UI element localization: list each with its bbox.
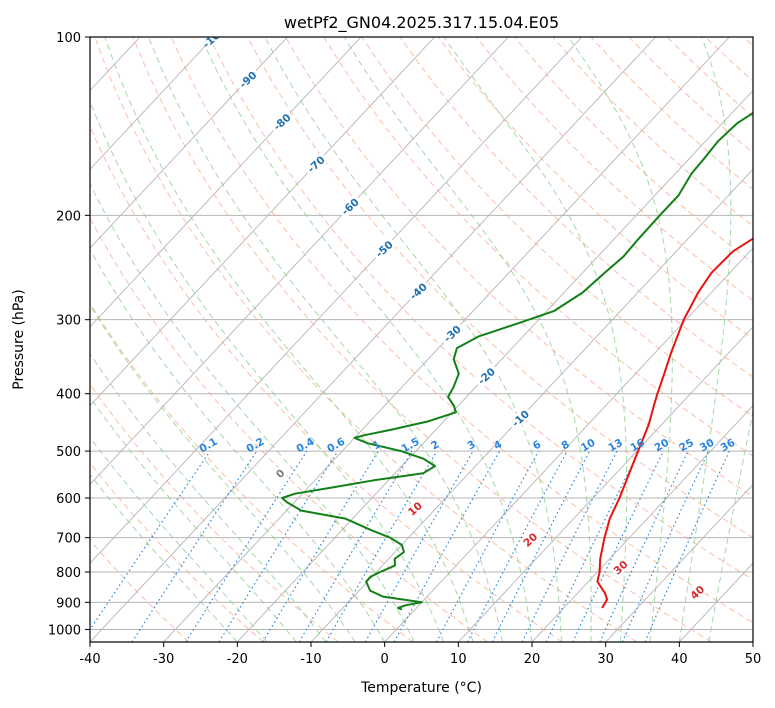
x-axis-label: Temperature (°C) <box>360 680 482 696</box>
dry-adiabat-line <box>476 37 753 302</box>
x-tick-label: 20 <box>524 652 541 667</box>
plot-frame <box>89 36 754 643</box>
mixing-ratio-line <box>262 450 379 642</box>
y-tick-label: 100 <box>56 31 81 46</box>
dry-adiabat-line <box>90 462 264 642</box>
y-tick-label: 200 <box>56 209 81 224</box>
dry-adiabat-lines <box>90 37 753 642</box>
y-tick-label: 500 <box>56 445 81 460</box>
dry-adiabat-line <box>90 125 563 642</box>
y-tick-label: 900 <box>56 596 81 611</box>
y-tick-label: 400 <box>56 388 81 403</box>
y-axis-label: Pressure (hPa) <box>11 289 27 389</box>
moist-adiabat-line <box>264 37 562 642</box>
moist-adiabat-line <box>200 37 533 642</box>
isotherm-line <box>531 404 753 642</box>
moist-adiabat-line <box>90 248 386 642</box>
isotherm-line <box>237 89 753 642</box>
x-tick-label: 40 <box>671 652 688 667</box>
isotherm-line <box>90 37 583 564</box>
temperature-profile-line <box>596 237 753 609</box>
dry-adiabat-line <box>132 37 712 642</box>
mixing-ratio-line <box>218 450 339 642</box>
x-tick-label: 10 <box>450 652 467 667</box>
x-tick-label: -30 <box>153 652 174 667</box>
y-axis-ticks: 100 200 300 400 500 600 700 800 900 1000 <box>48 31 90 638</box>
x-tick-label: 30 <box>597 652 614 667</box>
y-tick-label: 700 <box>56 532 81 547</box>
mixing-ratio-line <box>435 450 540 642</box>
isotherm-line <box>90 37 509 486</box>
moist-adiabat-line <box>104 37 474 642</box>
moist-adiabat-label: 0 <box>269 462 291 484</box>
isotherm-line <box>90 37 362 328</box>
isotherm-line <box>90 37 215 170</box>
isotherm-line <box>458 326 753 642</box>
dewpoint-profile-line <box>281 111 753 611</box>
chart-title: wetPf2_GN04.2025.317.15.04.E05 <box>284 13 559 33</box>
mixing-ratio-line <box>90 450 211 631</box>
moist-adiabat-line <box>708 408 753 642</box>
plot-area: -100-90-80-70-60-50-40-30-20-10 0.1 0.2 0.… <box>90 37 753 642</box>
y-tick-label: 800 <box>56 566 81 581</box>
mixing-ratio-line <box>131 450 258 642</box>
mixing-ratio-line <box>298 450 413 642</box>
moist-adiabat-line <box>90 182 415 642</box>
moist-adiabat-line <box>90 100 445 642</box>
isotherm-line <box>90 37 657 642</box>
moist-adiabat-lines <box>90 37 753 642</box>
x-tick-label: 0 <box>381 652 389 667</box>
dry-adiabat-line <box>170 37 753 624</box>
moist-adiabat-line <box>343 37 592 642</box>
isotherm-line <box>90 37 436 407</box>
mixing-ratio-line <box>325 450 438 642</box>
moist-adiabat-line <box>678 37 732 642</box>
dry-adiabat-line <box>437 37 753 340</box>
moist-adiabat-line <box>567 37 673 642</box>
dry-adiabat-line <box>285 37 753 498</box>
dry-adiabat-line <box>90 383 339 642</box>
isotherm-line <box>605 483 753 642</box>
x-tick-label: -20 <box>227 652 248 667</box>
y-tick-label: 600 <box>56 492 81 507</box>
y-tick-label: 300 <box>56 314 81 329</box>
mixing-ratio-line <box>572 450 664 642</box>
y-tick-label: 1000 <box>48 623 81 638</box>
moist-adiabat-line <box>90 352 327 642</box>
moist-adiabat-line <box>90 396 297 642</box>
mixing-ratio-line <box>599 450 689 642</box>
mixing-ratio-line <box>521 450 618 642</box>
dry-adiabat-line <box>90 217 488 642</box>
x-tick-label: 50 <box>745 652 762 667</box>
moist-adiabat-line <box>443 37 628 642</box>
mixing-ratio-line <box>185 450 308 642</box>
dry-adiabat-line <box>247 37 753 539</box>
mixing-ratio-line <box>545 450 640 642</box>
mixing-ratio-lines <box>90 450 730 642</box>
dry-adiabat-line <box>90 539 190 642</box>
dry-adiabat-line <box>94 37 638 642</box>
x-axis-ticks: -40 -30 -20 -10 0 10 20 30 40 50 <box>79 642 761 667</box>
sounding-profiles <box>281 111 753 611</box>
isotherm-lines <box>90 37 753 642</box>
x-tick-label: -40 <box>79 652 100 667</box>
x-tick-label: -10 <box>300 652 321 667</box>
moist-adiabat-line <box>90 304 356 642</box>
moist-adiabat-line <box>148 37 503 642</box>
isotherm-line <box>90 37 288 249</box>
isotherm-line <box>384 247 753 642</box>
dry-adiabat-line <box>208 37 753 581</box>
isotherm-line <box>310 168 753 642</box>
dry-adiabat-line <box>90 302 414 642</box>
